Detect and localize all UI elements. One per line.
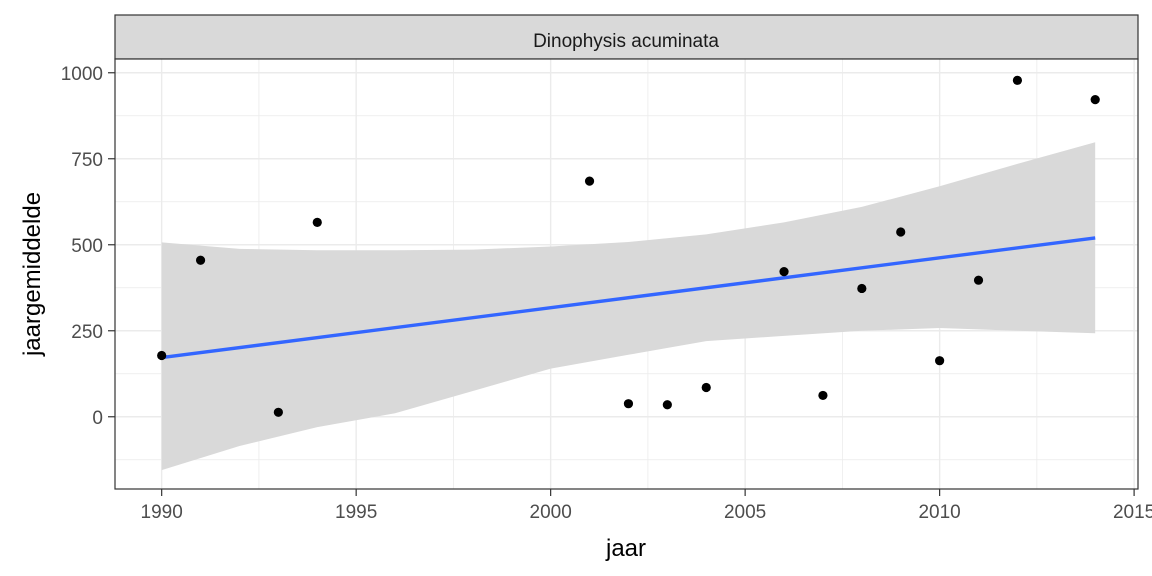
data-point [312, 217, 322, 227]
data-point [273, 407, 283, 417]
x-axis: 1990 1995 2000 2005 2010 2015 [141, 489, 1152, 523]
confidence-ribbon [161, 142, 1096, 471]
data-point [818, 390, 828, 401]
data-point [857, 283, 867, 294]
data-point [195, 255, 206, 265]
y-axis-title: jaargemiddelde [19, 192, 46, 357]
trend-line [161, 236, 1096, 360]
x-tick-label: 1995 [335, 502, 377, 523]
x-tick-label: 2005 [724, 502, 766, 523]
data-point [1090, 94, 1100, 105]
data-point [973, 275, 984, 285]
x-tick-label: 2000 [530, 502, 572, 523]
data-point [779, 266, 789, 277]
data-point [935, 356, 945, 366]
data-point [1012, 75, 1023, 85]
y-tick-label: 500 [71, 236, 103, 257]
facet-strip [114, 14, 1139, 60]
panel-border [114, 58, 1139, 490]
y-axis: 0 250 500 750 1000 [61, 64, 115, 429]
y-tick-label: 1000 [61, 64, 103, 85]
x-tick-label: 1990 [141, 502, 183, 523]
data-point [701, 382, 711, 393]
x-tick-label: 2015 [1113, 502, 1152, 523]
data-point [623, 399, 634, 409]
x-axis-title: jaar [605, 535, 646, 562]
x-tick-label: 2010 [918, 502, 960, 523]
data-point [157, 350, 167, 361]
data-points [157, 75, 1100, 417]
y-tick-label: 250 [71, 322, 103, 343]
trend-line-group [161, 236, 1096, 360]
data-point [662, 400, 672, 410]
facet-title: Dinophysis acuminata [533, 31, 719, 52]
confidence-ribbon-group [161, 142, 1096, 471]
y-tick-label: 750 [71, 150, 103, 171]
data-point [896, 227, 906, 237]
y-tick-label: 0 [92, 408, 103, 429]
data-point [584, 176, 595, 186]
